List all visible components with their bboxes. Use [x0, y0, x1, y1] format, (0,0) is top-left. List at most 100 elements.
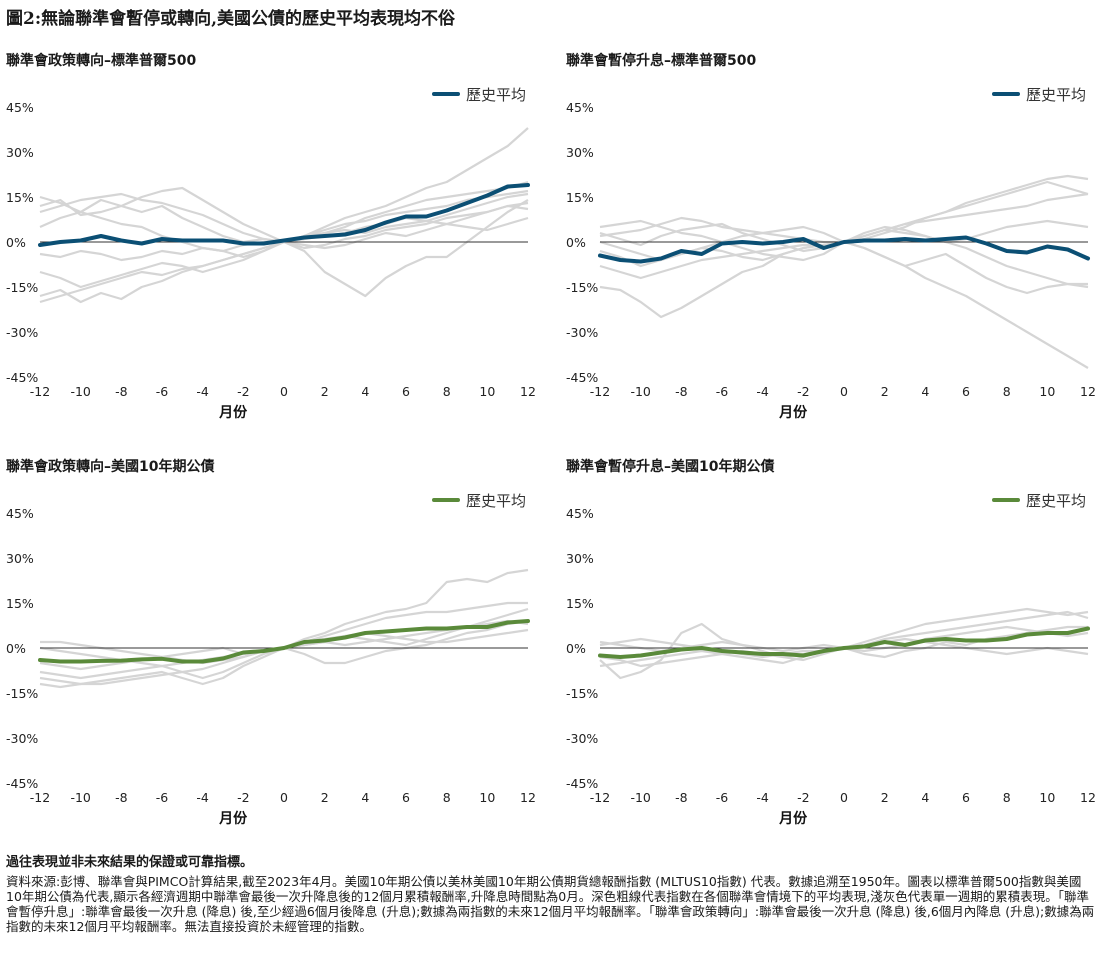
- y-tick-label: 30%: [6, 551, 34, 566]
- y-tick-label: -15%: [566, 280, 598, 295]
- line-chart: 45% 30% 15% 0% -15% -30% -45%-12 -10 -8 -6 -4 -2 0 2 4…: [6, 492, 536, 827]
- legend-label: 歷史平均: [1026, 492, 1086, 510]
- y-tick-label: 0%: [6, 641, 26, 656]
- x-tick-label: -10: [630, 790, 650, 805]
- y-tick-label: -15%: [566, 686, 598, 701]
- x-tick-label: -8: [675, 384, 688, 399]
- x-tick-label: -4: [756, 384, 769, 399]
- x-tick-label: -10: [630, 384, 650, 399]
- panel-title: 聯準會暫停升息–美國10年期公債: [566, 459, 775, 475]
- x-tick-label: -4: [196, 790, 209, 805]
- x-tick-label: -6: [716, 384, 729, 399]
- legend-label: 歷史平均: [1026, 86, 1086, 104]
- y-tick-label: 0%: [6, 235, 26, 250]
- x-axis-label: 月份: [218, 404, 248, 421]
- x-tick-label: 10: [1039, 790, 1055, 805]
- x-tick-label: 4: [921, 790, 929, 805]
- x-tick-label: -6: [156, 790, 169, 805]
- chart-panel-sp500-pause: 聯準會暫停升息–標準普爾500 45% 30% 15% 0% -15% -30% -45% -…: [566, 50, 1100, 440]
- x-axis-label: 月份: [778, 404, 808, 421]
- x-tick-label: 12: [520, 384, 536, 399]
- line-chart: 45% 30% 15% 0% -15% -30% -45%-12 -10 -8 -6 -4 -2 0 2 4…: [6, 86, 536, 421]
- legend: 歷史平均: [992, 86, 1086, 104]
- x-tick-label: 6: [402, 790, 410, 805]
- y-tick-label: 15%: [566, 190, 594, 205]
- y-tick-label: 30%: [566, 145, 594, 160]
- x-tick-label: 2: [321, 790, 329, 805]
- x-tick-label: -8: [115, 790, 128, 805]
- y-tick-label: 15%: [6, 190, 34, 205]
- x-tick-label: 4: [921, 384, 929, 399]
- y-tick-label: 0%: [566, 641, 586, 656]
- y-tick-label: -45%: [6, 370, 38, 385]
- x-axis-label: 月份: [218, 810, 248, 827]
- x-tick-label: 0: [280, 790, 288, 805]
- x-tick-label: 8: [443, 384, 451, 399]
- y-tick-label: -30%: [6, 731, 38, 746]
- x-tick-label: 10: [479, 384, 495, 399]
- x-tick-label: -12: [590, 790, 610, 805]
- y-tick-label: -45%: [6, 776, 38, 791]
- panel-title: 聯準會政策轉向–美國10年期公債: [6, 459, 215, 475]
- legend: 歷史平均: [432, 86, 526, 104]
- x-tick-label: -10: [70, 384, 90, 399]
- x-tick-label: -4: [196, 384, 209, 399]
- y-tick-label: 15%: [6, 596, 34, 611]
- source-note: 資料來源:彭博、聯準會與PIMCO計算結果,截至2023年4月。美國10年期公債…: [6, 874, 1095, 934]
- x-tick-label: 8: [1003, 790, 1011, 805]
- x-tick-label: -4: [756, 790, 769, 805]
- x-tick-label: -8: [675, 790, 688, 805]
- x-tick-label: -12: [590, 384, 610, 399]
- figure-title: 圖2:無論聯準會暫停或轉向,美國公債的歷史平均表現均不俗: [6, 9, 456, 29]
- x-tick-label: 2: [881, 384, 889, 399]
- background-series-line: [599, 180, 1089, 319]
- x-tick-label: 6: [402, 384, 410, 399]
- y-tick-label: -15%: [6, 686, 38, 701]
- y-tick-label: 30%: [566, 551, 594, 566]
- average-series-line: [38, 619, 530, 664]
- x-tick-label: 4: [361, 790, 369, 805]
- background-series-line: [599, 222, 1088, 295]
- x-tick-label: -12: [30, 384, 50, 399]
- y-tick-label: -30%: [566, 731, 598, 746]
- disclaimer: 過往表現並非未來結果的保證或可靠指標。: [6, 855, 254, 870]
- background-series-line: [599, 225, 1089, 369]
- y-tick-label: -15%: [6, 280, 38, 295]
- y-tick-label: 15%: [566, 596, 594, 611]
- x-tick-label: -12: [30, 790, 50, 805]
- x-tick-label: -6: [156, 384, 169, 399]
- background-series-line: [599, 192, 1089, 280]
- x-tick-label: 6: [962, 790, 970, 805]
- x-tick-label: -2: [797, 790, 809, 805]
- x-tick-label: -2: [237, 790, 249, 805]
- x-tick-label: 12: [1080, 790, 1096, 805]
- y-tick-label: 45%: [566, 506, 594, 521]
- line-chart: 45% 30% 15% 0% -15% -30% -45%-12 -10 -8 -6 -4 -2 0 2 4…: [566, 86, 1096, 421]
- x-tick-label: -8: [115, 384, 128, 399]
- x-tick-label: -10: [70, 790, 90, 805]
- y-tick-label: -45%: [566, 370, 598, 385]
- panel-title: 聯準會暫停升息–標準普爾500: [566, 53, 757, 69]
- x-tick-label: 10: [1039, 384, 1055, 399]
- legend-label: 歷史平均: [466, 86, 526, 104]
- x-tick-label: 0: [280, 384, 288, 399]
- y-tick-label: -30%: [6, 325, 38, 340]
- x-tick-label: -6: [716, 790, 729, 805]
- average-series-line: [598, 626, 1090, 659]
- background-series-line: [599, 610, 1089, 680]
- x-axis-label: 月份: [778, 810, 808, 827]
- x-tick-label: 0: [840, 384, 848, 399]
- x-tick-label: -2: [237, 384, 249, 399]
- x-tick-label: 6: [962, 384, 970, 399]
- y-tick-label: 0%: [566, 235, 586, 250]
- footnotes: 過往表現並非未來結果的保證或可靠指標。 資料來源:彭博、聯準會與PIMCO計算結…: [6, 855, 1096, 934]
- chart-panel-treasury-pause: 聯準會暫停升息–美國10年期公債 45% 30% 15% 0% -15% -30% -45%…: [566, 456, 1100, 846]
- x-tick-label: 8: [1003, 384, 1011, 399]
- line-chart: 45% 30% 15% 0% -15% -30% -45%-12 -10 -8 -6 -4 -2 0 2 4…: [566, 492, 1096, 827]
- average-series-line: [598, 235, 1090, 264]
- y-tick-label: 45%: [6, 100, 34, 115]
- chart-panel-sp500-pivot: 聯準會政策轉向–標準普爾500 45% 30% 15% 0% -15% -30% -45% -…: [6, 50, 546, 440]
- x-tick-label: 12: [1080, 384, 1096, 399]
- chart-panel-treasury-pivot: 聯準會政策轉向–美國10年期公債 45% 30% 15% 0% -15% -30% -45%…: [6, 456, 546, 846]
- y-tick-label: 45%: [6, 506, 34, 521]
